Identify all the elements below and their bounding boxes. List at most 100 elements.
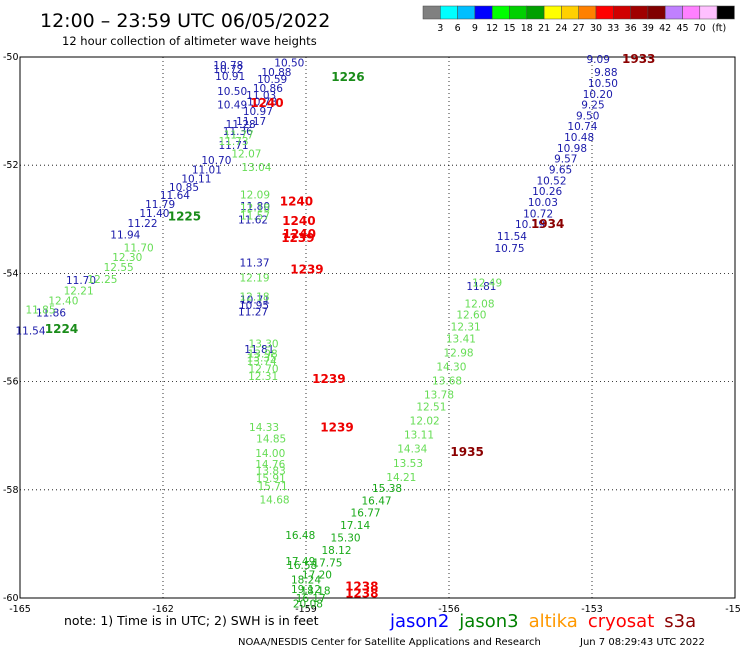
y-tick-label: -50: [3, 52, 19, 63]
scale-unit: (ft): [712, 23, 726, 34]
data-label-jason3-light: 13.83: [256, 465, 286, 477]
data-label-jason3-light: 13.53: [393, 458, 423, 470]
data-label-jason3-light: 12.18: [239, 292, 269, 304]
scale-swatch: [578, 5, 597, 20]
data-label-jason3-mid: 17.75: [312, 557, 342, 569]
data-label-jason3-light: 12.31: [451, 321, 481, 333]
data-label-jason3-light: 12.19: [239, 273, 269, 285]
data-label-jason3-light: 11.70: [124, 242, 154, 254]
data-label-cryosat: 1240: [282, 214, 315, 228]
data-label-jason3-mid: 18.24: [291, 575, 321, 587]
y-tick-label: -56: [3, 377, 19, 388]
data-label-jason3-light: 12.55: [104, 262, 134, 274]
data-label-jason3-light: 12.30: [112, 252, 142, 264]
scale-swatch: [613, 5, 631, 20]
data-label-jason3-light: 13.68: [432, 376, 462, 388]
scale-label: 15: [503, 23, 515, 34]
data-label-jason2: 11.17: [236, 116, 266, 128]
x-tick-label: -162: [152, 604, 174, 615]
data-label-jason2: 9.88: [594, 67, 617, 79]
data-label-jason3-light: 11.85: [25, 305, 55, 317]
data-label-cryosat: 1238: [345, 580, 378, 594]
data-label-jason2: 9.50: [576, 110, 599, 122]
data-label-jason3-light: 13.41: [446, 333, 476, 345]
data-label-jason2: 9.65: [549, 165, 572, 177]
scale-swatch: [440, 5, 458, 20]
data-label-jason2: 11.28: [226, 119, 256, 131]
footer-credit: NOAA/NESDIS Center for Satellite Applica…: [238, 637, 541, 648]
data-label-jason2: 10.72: [213, 64, 243, 76]
data-label-jason2: 11.81: [244, 344, 274, 356]
data-label-jason3-mid: 15.30: [331, 532, 361, 544]
data-label-jason2: 10.20: [583, 89, 613, 101]
x-tick-label: -153: [581, 604, 603, 615]
data-label-jason3-mid: 17.14: [340, 520, 370, 532]
data-label-jason3-light: 12.09: [240, 189, 270, 201]
color-scale-labels: 3 6 9 12 15 18 21 24 27 30 33 36 39 42 45 70 (ft): [437, 23, 726, 34]
data-label-jason3-light: 13.11: [404, 430, 434, 442]
data-label-jason3-mid: 16.58: [287, 560, 317, 572]
data-label-jason2: 11.64: [160, 190, 190, 202]
data-label-jason3-light: 14.33: [249, 422, 279, 434]
data-label-jason2: 10.75: [495, 243, 525, 255]
data-label-jason2: 9.57: [554, 154, 577, 166]
data-label-jason3-mid: 16.48: [285, 530, 315, 542]
data-label-jason3-light: 12.21: [64, 286, 94, 298]
data-label-jason2: 10.11: [181, 174, 211, 186]
scale-label: 42: [659, 23, 671, 34]
x-tick-label: -15: [725, 604, 740, 615]
data-label-jason2: 11.71: [219, 140, 249, 152]
data-label-jason3-light: 13.04: [241, 162, 271, 174]
scale-label: 21: [538, 23, 550, 34]
data-label-jason3-light: 12.07: [231, 148, 261, 160]
data-label-jason2: 11.54: [15, 326, 45, 338]
scale-swatch: [699, 5, 718, 20]
data-label-jason3-light: 12.98: [444, 347, 474, 359]
scale-label: 33: [607, 23, 619, 34]
data-label-jason3-light: 14.30: [436, 361, 466, 373]
data-label-jason2: 10.88: [261, 67, 291, 79]
data-label-jason3-light: 11.73: [219, 136, 249, 148]
data-label-jason3: 1226: [331, 70, 364, 84]
data-label-jason3-light: 13.78: [424, 390, 454, 402]
data-label-cryosat: 1239: [290, 263, 323, 277]
data-label-jason3-light: 13.30: [249, 339, 279, 351]
chart-subtitle: 12 hour collection of altimeter wave hei…: [62, 34, 317, 48]
data-label-jason3-mid: 16.17: [296, 593, 326, 605]
data-label-jason3-light: 12.49: [472, 278, 502, 290]
data-label-jason2: 10.50: [217, 86, 247, 98]
data-label-jason2: 10.86: [253, 83, 283, 95]
data-label-jason3-light: 14.85: [256, 433, 286, 445]
scale-label: 30: [590, 23, 602, 34]
data-label-jason2: 10.48: [564, 132, 594, 144]
data-label-jason3-light: 15.71: [258, 481, 288, 493]
data-label-jason3-mid: 20.08: [293, 598, 323, 610]
data-label-jason3-light: 13.35: [247, 352, 277, 364]
axis-ticks: -165 -162 -159 -156 -153 -15 -50 -52 -54 -56 -58 -6…: [3, 52, 740, 615]
data-label-jason2: 10.59: [257, 74, 287, 86]
data-label-jason3-light: 12.40: [48, 295, 78, 307]
data-label-cryosat: 1240: [250, 96, 283, 110]
data-label-jason3-light: 12.02: [410, 416, 440, 428]
data-label-cryosat: 1240: [280, 194, 313, 208]
data-label-jason2: 10.03: [528, 197, 558, 209]
plot-frame: [19, 56, 736, 599]
data-label-cryosat: 1238: [345, 587, 378, 601]
data-label-cryosat: 1239: [312, 372, 345, 386]
data-label-jason3-mid: 16.47: [362, 496, 392, 508]
data-label-jason3: 1224: [45, 322, 78, 336]
data-label-jason3-light: 14.00: [255, 448, 285, 460]
data-label-jason2: 10.72: [523, 208, 553, 220]
scale-swatch: [664, 5, 683, 20]
data-label-jason2: 11.86: [36, 307, 66, 319]
scale-label: 18: [521, 23, 533, 34]
data-label-jason3-mid: 19.12: [291, 584, 321, 596]
satellite-legend-altika: altika: [529, 611, 578, 632]
data-label-jason2: 11.79: [145, 199, 175, 211]
scale-swatch: [509, 5, 528, 20]
data-label-jason2: 11.01: [192, 165, 222, 177]
data-label-jason3-mid: 17.49: [285, 556, 315, 568]
scale-label: 9: [472, 23, 478, 34]
